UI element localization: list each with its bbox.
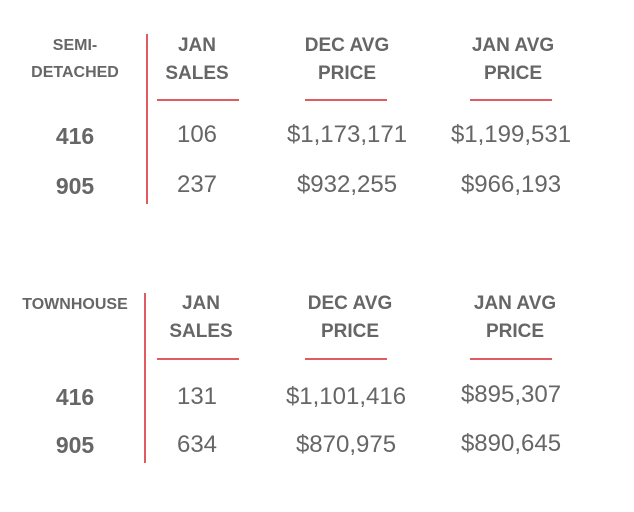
table-2-header-jan-avg-price: JAN AVG PRICE [473,293,557,342]
table-1-row-1-dec-avg-price: $1,173,171 [286,121,408,148]
table-1-row-2-code: 905 [55,173,95,199]
table-1-row-2-jan-avg-price: $966,193 [460,171,562,198]
table-1-row-2-dec-avg-price: $932,255 [296,171,398,198]
table-1-header-jan-avg-price: JAN AVG PRICE [471,35,555,84]
table-2-row-2-jan-sales: 634 [176,431,218,458]
table-1-row-1-jan-avg-price: $1,199,531 [450,121,572,148]
table-1-underline-jan-sales [157,99,239,101]
table-2-header-jan-sales: JAN SALES [169,293,233,342]
table-2-category-label: TOWNHOUSE [22,296,128,313]
table-2-row-1-code: 416 [55,384,95,410]
table-1-row-2-jan-sales: 237 [176,171,218,198]
table-2-row-1-jan-sales: 131 [176,383,218,410]
table-2-row-2-dec-avg-price: $870,975 [295,431,397,458]
table-2-header-dec-avg-price: DEC AVG PRICE [307,293,393,342]
table-1-underline-jan-avg-price [470,99,552,101]
table-2-underline-jan-avg-price [470,358,552,360]
table-1-vertical-divider [146,34,148,204]
table-2-row-1-dec-avg-price: $1,101,416 [285,383,407,410]
table-2-row-1-jan-avg-price: $895,307 [460,381,562,408]
table-2-vertical-divider [144,293,146,463]
table-2-row-2-code: 905 [55,432,95,458]
table-1-header-jan-sales: JAN SALES [165,35,229,84]
table-1-header-dec-avg-price: DEC AVG PRICE [304,35,390,84]
table-1-underline-dec-avg-price [305,99,387,101]
table-1-row-1-jan-sales: 106 [176,121,218,148]
table-2-underline-jan-sales [157,358,239,360]
table-1-category-label: SEMI- DETACHED [31,37,119,81]
table-2-row-2-jan-avg-price: $890,645 [460,430,562,457]
table-2-underline-dec-avg-price [305,358,387,360]
table-1-row-1-code: 416 [55,123,95,149]
